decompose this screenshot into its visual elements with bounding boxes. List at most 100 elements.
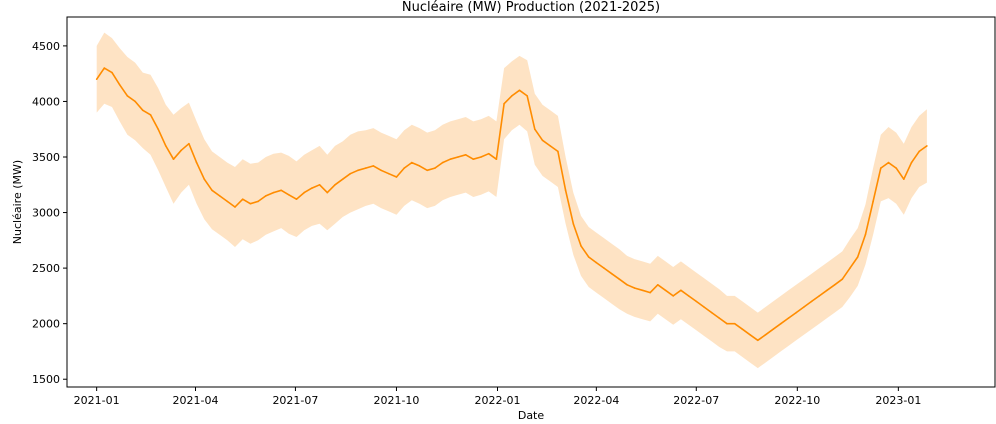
x-tick-label: 2021-04 bbox=[173, 394, 219, 407]
data-point bbox=[165, 145, 167, 147]
x-tick-label: 2021-01 bbox=[74, 394, 120, 407]
data-point bbox=[657, 284, 659, 286]
data-point bbox=[880, 167, 882, 169]
data-point bbox=[864, 234, 867, 236]
data-point bbox=[180, 149, 182, 152]
x-tick-label: 2022-04 bbox=[573, 394, 619, 407]
data-point bbox=[610, 272, 613, 275]
data-point bbox=[680, 289, 682, 292]
data-point bbox=[341, 178, 344, 180]
x-axis: 2021-01 2021-04 2021-07 2021-10 2022-01 2022-… bbox=[74, 387, 921, 407]
data-point bbox=[810, 300, 813, 303]
data-point bbox=[872, 200, 874, 203]
data-point bbox=[626, 284, 628, 286]
data-point bbox=[757, 339, 759, 342]
data-point bbox=[926, 145, 928, 147]
y-axis-title: Nucléaire (MW) bbox=[11, 160, 24, 244]
data-point bbox=[772, 328, 774, 331]
data-point bbox=[903, 178, 905, 180]
data-point bbox=[457, 156, 459, 158]
data-point bbox=[634, 287, 636, 289]
data-point bbox=[464, 154, 467, 156]
confidence-band bbox=[96, 32, 927, 369]
data-point bbox=[895, 167, 897, 169]
data-point bbox=[780, 322, 782, 325]
data-point bbox=[449, 158, 452, 160]
data-point bbox=[918, 150, 920, 153]
x-tick-label: 2023-01 bbox=[875, 394, 921, 407]
data-point bbox=[280, 189, 283, 192]
data-point bbox=[849, 267, 851, 269]
data-point bbox=[388, 172, 390, 175]
data-point bbox=[172, 158, 175, 160]
data-point bbox=[211, 189, 213, 192]
data-point bbox=[111, 71, 113, 74]
y-tick-label: 4500 bbox=[32, 40, 60, 53]
data-point bbox=[303, 191, 306, 194]
y-tick-label: 4000 bbox=[32, 95, 60, 108]
data-point bbox=[887, 161, 890, 164]
data-point bbox=[726, 322, 728, 325]
data-point bbox=[803, 306, 805, 308]
y-tick-label: 1500 bbox=[32, 373, 60, 386]
data-point bbox=[910, 161, 913, 164]
data-point bbox=[564, 189, 567, 192]
data-point bbox=[580, 245, 582, 247]
data-point bbox=[434, 167, 436, 169]
data-point bbox=[311, 187, 313, 189]
data-point bbox=[541, 139, 544, 142]
data-point bbox=[295, 198, 298, 200]
y-axis: 1500 2000 2500 3000 3500 4000 4500 bbox=[32, 40, 67, 386]
data-point bbox=[249, 202, 252, 205]
data-point bbox=[372, 165, 375, 167]
x-tick-label: 2021-10 bbox=[373, 394, 419, 407]
data-point bbox=[411, 161, 413, 164]
x-axis-title: Date bbox=[518, 409, 545, 422]
data-point bbox=[403, 167, 406, 169]
data-point bbox=[118, 84, 121, 86]
data-point bbox=[288, 194, 290, 196]
data-point bbox=[841, 278, 844, 281]
y-tick-label: 3000 bbox=[32, 207, 60, 220]
data-point bbox=[265, 195, 267, 197]
data-point bbox=[195, 161, 198, 164]
data-point bbox=[741, 328, 744, 331]
plot-frame bbox=[66, 16, 996, 388]
data-point bbox=[603, 267, 605, 269]
data-point bbox=[234, 206, 236, 208]
data-point bbox=[587, 256, 590, 258]
data-point bbox=[511, 95, 513, 97]
data-point bbox=[618, 278, 621, 281]
data-point bbox=[241, 198, 244, 200]
data-point bbox=[272, 191, 275, 194]
data-point bbox=[257, 200, 259, 203]
data-point bbox=[664, 289, 667, 292]
y-tick-label: 2500 bbox=[32, 262, 60, 275]
data-point bbox=[157, 128, 159, 130]
data-point bbox=[826, 289, 828, 292]
data-point bbox=[149, 114, 152, 116]
plot-area bbox=[95, 32, 928, 369]
data-point bbox=[203, 178, 206, 180]
y-tick-label: 2000 bbox=[32, 318, 60, 331]
data-point bbox=[326, 191, 329, 194]
data-point bbox=[103, 67, 106, 69]
data-point bbox=[687, 295, 690, 297]
data-point bbox=[856, 256, 859, 258]
data-point bbox=[595, 261, 598, 264]
data-point bbox=[518, 89, 521, 92]
data-point bbox=[672, 295, 674, 297]
data-point bbox=[818, 295, 821, 297]
data-point bbox=[487, 152, 490, 155]
data-point bbox=[226, 200, 229, 203]
data-point bbox=[418, 165, 421, 167]
data-point bbox=[695, 300, 698, 303]
data-point bbox=[557, 150, 559, 153]
x-tick-label: 2022-01 bbox=[475, 394, 521, 407]
data-point bbox=[480, 156, 482, 158]
data-point bbox=[787, 317, 790, 319]
data-point bbox=[126, 95, 129, 97]
x-tick-label: 2021-07 bbox=[272, 394, 318, 407]
data-point bbox=[380, 169, 382, 172]
